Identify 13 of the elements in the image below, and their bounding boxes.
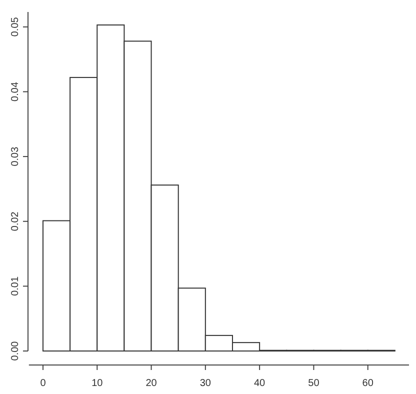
y-tick-label: 0.02 — [10, 211, 21, 232]
x-tick-label: 40 — [254, 378, 266, 389]
y-tick-label: 0.00 — [10, 340, 21, 361]
y-tick-label: 0.01 — [10, 276, 21, 296]
x-tick-label: 10 — [92, 378, 104, 389]
y-tick-label: 0.03 — [10, 146, 21, 166]
y-tick-label: 0.05 — [10, 16, 21, 37]
x-tick-label: 60 — [362, 378, 374, 389]
x-tick-label: 30 — [200, 378, 212, 389]
y-tick-label: 0.04 — [10, 82, 21, 102]
x-tick-label: 0 — [40, 378, 46, 389]
x-tick-label: 50 — [308, 378, 320, 389]
x-tick-label: 20 — [146, 378, 158, 389]
